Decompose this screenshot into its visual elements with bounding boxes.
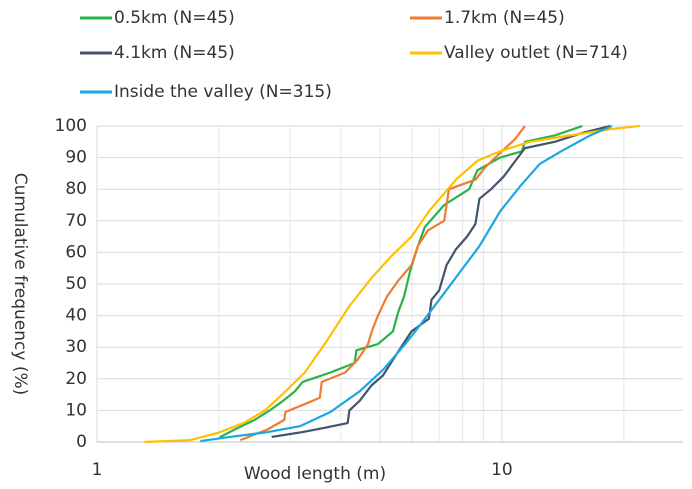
- legend-label: Inside the valley (N=315): [114, 82, 332, 102]
- y-tick-label: 0: [76, 432, 87, 452]
- y-tick-label: 50: [65, 274, 87, 294]
- y-tick-label: 10: [65, 400, 87, 420]
- legend-label: 0.5km (N=45): [114, 8, 235, 28]
- series-line: [219, 124, 583, 439]
- y-tick-label: 20: [65, 369, 87, 389]
- x-tick-label: 10: [491, 460, 513, 480]
- x-tick-label: 1: [92, 460, 103, 480]
- y-tick-label: 70: [65, 211, 87, 231]
- y-tick-label: 90: [65, 148, 87, 168]
- series-line: [200, 124, 613, 443]
- legend-label: 4.1km (N=45): [114, 43, 235, 63]
- series-line: [144, 124, 640, 444]
- x-axis-label: Wood length (m): [244, 464, 386, 484]
- y-tick-label: 100: [55, 116, 87, 136]
- y-tick-label: 60: [65, 242, 87, 262]
- y-tick-label: 30: [65, 337, 87, 357]
- series-line: [271, 124, 611, 439]
- y-tick-label: 40: [65, 306, 87, 326]
- series-line: [239, 125, 526, 442]
- y-tick-label: 80: [65, 179, 87, 199]
- y-axis-label: Cumulative frequency (%): [10, 173, 30, 396]
- legend-label: Valley outlet (N=714): [444, 43, 628, 63]
- legend-label: 1.7km (N=45): [444, 8, 565, 28]
